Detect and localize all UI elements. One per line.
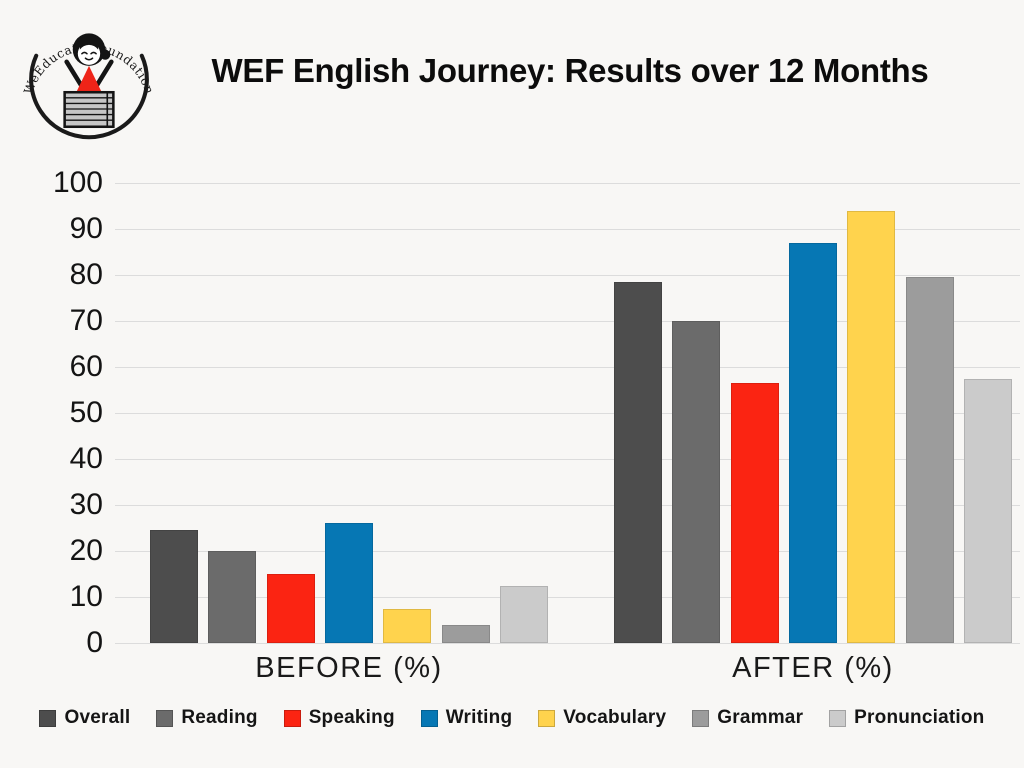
gridline-80 (115, 275, 1020, 276)
x-axis-group-label-before: BEFORE (%) (255, 652, 443, 684)
legend-label-reading: Reading (181, 707, 258, 728)
gridline-40 (115, 459, 1020, 460)
legend-swatch-writing (420, 709, 438, 727)
page-title: WEF English Journey: Results over 12 Mon… (211, 52, 929, 89)
y-axis-tick-label-50: 50 (69, 396, 103, 429)
y-axis-tick-label-60: 60 (69, 350, 103, 383)
logo-girl-figure (63, 33, 115, 129)
bar-before-overall (150, 530, 198, 643)
legend-label-vocabulary: Vocabulary (563, 707, 667, 728)
gridline-60 (115, 367, 1020, 368)
y-axis-tick-label-10: 10 (69, 580, 103, 613)
bar-before-writing (324, 523, 373, 643)
legend-item-vocabulary: Vocabulary (538, 707, 666, 729)
gridline-100 (115, 183, 1020, 184)
bar-before-grammar (441, 624, 490, 643)
bar-after-writing (788, 242, 837, 643)
y-axis-tick-label-30: 30 (69, 488, 103, 521)
plot-area (115, 183, 1020, 644)
gridline-50 (115, 413, 1020, 414)
bar-after-vocabulary (847, 210, 896, 643)
y-axis-tick-label-40: 40 (69, 442, 103, 475)
gridline-20 (115, 551, 1020, 552)
bar-after-reading (672, 321, 721, 643)
legend-item-writing: Writing (420, 707, 513, 729)
legend-item-speaking: Speaking (283, 707, 395, 729)
legend-swatch-vocabulary (538, 709, 556, 727)
bar-before-speaking (266, 574, 315, 643)
y-axis-tick-label-0: 0 (86, 626, 103, 659)
legend-item-overall: Overall (39, 707, 130, 729)
legend-item-pronunciation: Pronunciation (829, 707, 984, 729)
bar-before-vocabulary (383, 608, 432, 643)
bar-after-speaking (730, 383, 779, 643)
y-axis-tick-label-80: 80 (69, 258, 103, 291)
x-axis-group-label-after: AFTER (%) (732, 652, 894, 684)
legend-label-speaking: Speaking (308, 707, 395, 728)
y-axis-tick-label-100: 100 (52, 166, 103, 199)
y-axis-tick-label-90: 90 (69, 212, 103, 245)
gridline-30 (115, 505, 1020, 506)
legend-item-grammar: Grammar (692, 707, 803, 729)
gridline-10 (115, 597, 1020, 598)
gridline-70 (115, 321, 1020, 322)
bar-after-pronunciation (963, 378, 1012, 643)
legend-swatch-grammar (692, 709, 710, 727)
y-axis-tick-label-70: 70 (69, 304, 103, 337)
legend-swatch-overall (39, 709, 57, 727)
logo-red-dress (75, 65, 103, 94)
weeducate-foundation-logo: WeEducate Foundation (22, 33, 156, 140)
y-axis-tick-label-20: 20 (69, 534, 103, 567)
legend-label-overall: Overall (64, 707, 131, 728)
logo-circle-arc (29, 53, 149, 140)
legend-item-reading: Reading (156, 707, 257, 729)
legend-label-pronunciation: Pronunciation (854, 707, 985, 728)
legend-swatch-reading (156, 709, 174, 727)
legend: Overall Reading Speaking Writing Vocabulary G… (0, 707, 1024, 729)
legend-swatch-speaking (283, 709, 301, 727)
gridline-90 (115, 229, 1020, 230)
bar-after-grammar (905, 277, 954, 643)
bar-after-overall (614, 281, 662, 643)
logo-book-stack (63, 90, 115, 129)
bar-before-reading (208, 551, 257, 643)
legend-label-writing: Writing (445, 707, 513, 728)
gridline-0 (115, 643, 1020, 644)
legend-label-grammar: Grammar (717, 707, 804, 728)
bar-before-pronunciation (499, 585, 548, 643)
legend-swatch-pronunciation (829, 709, 847, 727)
